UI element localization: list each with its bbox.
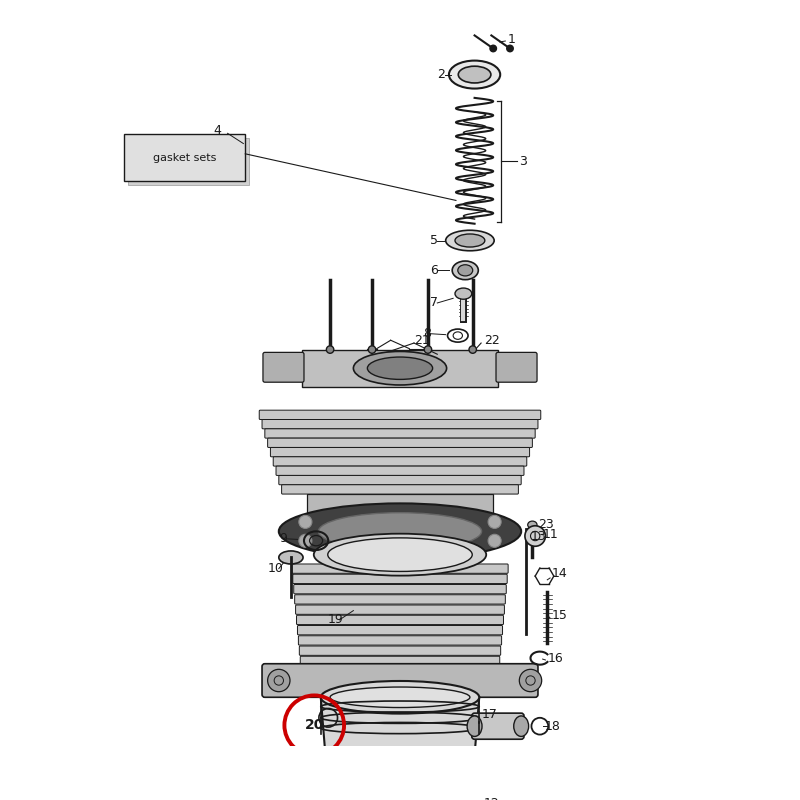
Polygon shape bbox=[321, 698, 479, 755]
Text: 14: 14 bbox=[552, 567, 568, 580]
Text: 12: 12 bbox=[484, 797, 500, 800]
FancyBboxPatch shape bbox=[270, 447, 530, 457]
Ellipse shape bbox=[354, 351, 446, 385]
FancyBboxPatch shape bbox=[295, 605, 505, 614]
FancyBboxPatch shape bbox=[128, 138, 249, 185]
Text: 5: 5 bbox=[430, 234, 438, 247]
Text: 20: 20 bbox=[305, 718, 324, 732]
Circle shape bbox=[326, 346, 334, 354]
Text: 22: 22 bbox=[484, 334, 500, 346]
Ellipse shape bbox=[514, 716, 529, 737]
FancyBboxPatch shape bbox=[300, 656, 500, 666]
FancyBboxPatch shape bbox=[124, 134, 246, 181]
Ellipse shape bbox=[449, 61, 500, 89]
FancyBboxPatch shape bbox=[496, 352, 537, 382]
FancyBboxPatch shape bbox=[302, 350, 498, 387]
Ellipse shape bbox=[318, 513, 482, 550]
FancyBboxPatch shape bbox=[282, 485, 518, 494]
FancyBboxPatch shape bbox=[301, 666, 499, 676]
Ellipse shape bbox=[279, 503, 521, 559]
Text: 10: 10 bbox=[268, 562, 283, 575]
Text: 6: 6 bbox=[430, 264, 438, 277]
Ellipse shape bbox=[455, 288, 472, 299]
FancyBboxPatch shape bbox=[299, 646, 501, 655]
FancyBboxPatch shape bbox=[293, 574, 507, 583]
Ellipse shape bbox=[321, 681, 479, 714]
FancyBboxPatch shape bbox=[276, 466, 524, 475]
Circle shape bbox=[299, 515, 312, 529]
Text: 18: 18 bbox=[545, 720, 560, 733]
FancyBboxPatch shape bbox=[298, 626, 502, 635]
FancyBboxPatch shape bbox=[274, 457, 526, 466]
FancyBboxPatch shape bbox=[262, 664, 538, 698]
Ellipse shape bbox=[452, 261, 478, 280]
Text: 13: 13 bbox=[530, 530, 546, 542]
Ellipse shape bbox=[455, 234, 485, 247]
Circle shape bbox=[299, 534, 312, 547]
Ellipse shape bbox=[328, 538, 472, 571]
Circle shape bbox=[268, 670, 290, 692]
Circle shape bbox=[519, 670, 542, 692]
Circle shape bbox=[506, 46, 514, 52]
FancyBboxPatch shape bbox=[263, 352, 304, 382]
Circle shape bbox=[368, 346, 376, 354]
Text: 7: 7 bbox=[430, 297, 438, 310]
Text: 23: 23 bbox=[538, 518, 554, 531]
Circle shape bbox=[424, 346, 432, 354]
Ellipse shape bbox=[367, 357, 433, 379]
FancyBboxPatch shape bbox=[472, 713, 524, 739]
Text: 4: 4 bbox=[214, 124, 222, 137]
Ellipse shape bbox=[458, 265, 473, 276]
Circle shape bbox=[490, 46, 497, 52]
FancyBboxPatch shape bbox=[259, 410, 541, 419]
FancyBboxPatch shape bbox=[265, 429, 535, 438]
FancyBboxPatch shape bbox=[294, 585, 506, 594]
Ellipse shape bbox=[279, 551, 303, 564]
Text: gasket sets: gasket sets bbox=[153, 154, 216, 163]
Ellipse shape bbox=[337, 769, 444, 800]
Text: 1: 1 bbox=[507, 33, 515, 46]
Circle shape bbox=[469, 346, 477, 354]
Ellipse shape bbox=[467, 716, 482, 737]
Text: 8: 8 bbox=[423, 327, 431, 340]
FancyBboxPatch shape bbox=[294, 594, 506, 604]
Circle shape bbox=[283, 794, 302, 800]
Circle shape bbox=[525, 526, 546, 546]
Ellipse shape bbox=[528, 521, 537, 529]
Polygon shape bbox=[298, 729, 484, 800]
Circle shape bbox=[479, 794, 498, 800]
Text: 3: 3 bbox=[519, 154, 527, 168]
Text: 9: 9 bbox=[279, 532, 286, 546]
FancyBboxPatch shape bbox=[268, 438, 532, 447]
FancyBboxPatch shape bbox=[297, 615, 503, 625]
Text: 21: 21 bbox=[414, 334, 430, 346]
Text: 11: 11 bbox=[542, 528, 558, 541]
Circle shape bbox=[488, 534, 501, 547]
Ellipse shape bbox=[446, 230, 494, 250]
Text: 16: 16 bbox=[547, 652, 563, 665]
Circle shape bbox=[488, 515, 501, 529]
FancyBboxPatch shape bbox=[262, 419, 538, 429]
FancyBboxPatch shape bbox=[306, 494, 494, 513]
Ellipse shape bbox=[330, 687, 470, 707]
Text: 2: 2 bbox=[438, 68, 445, 81]
Text: 17: 17 bbox=[482, 707, 498, 721]
Text: 15: 15 bbox=[552, 609, 568, 622]
FancyBboxPatch shape bbox=[279, 475, 521, 485]
Ellipse shape bbox=[314, 534, 486, 576]
FancyBboxPatch shape bbox=[292, 564, 508, 574]
Ellipse shape bbox=[458, 66, 491, 83]
FancyBboxPatch shape bbox=[298, 636, 502, 645]
Text: 19: 19 bbox=[327, 614, 343, 626]
